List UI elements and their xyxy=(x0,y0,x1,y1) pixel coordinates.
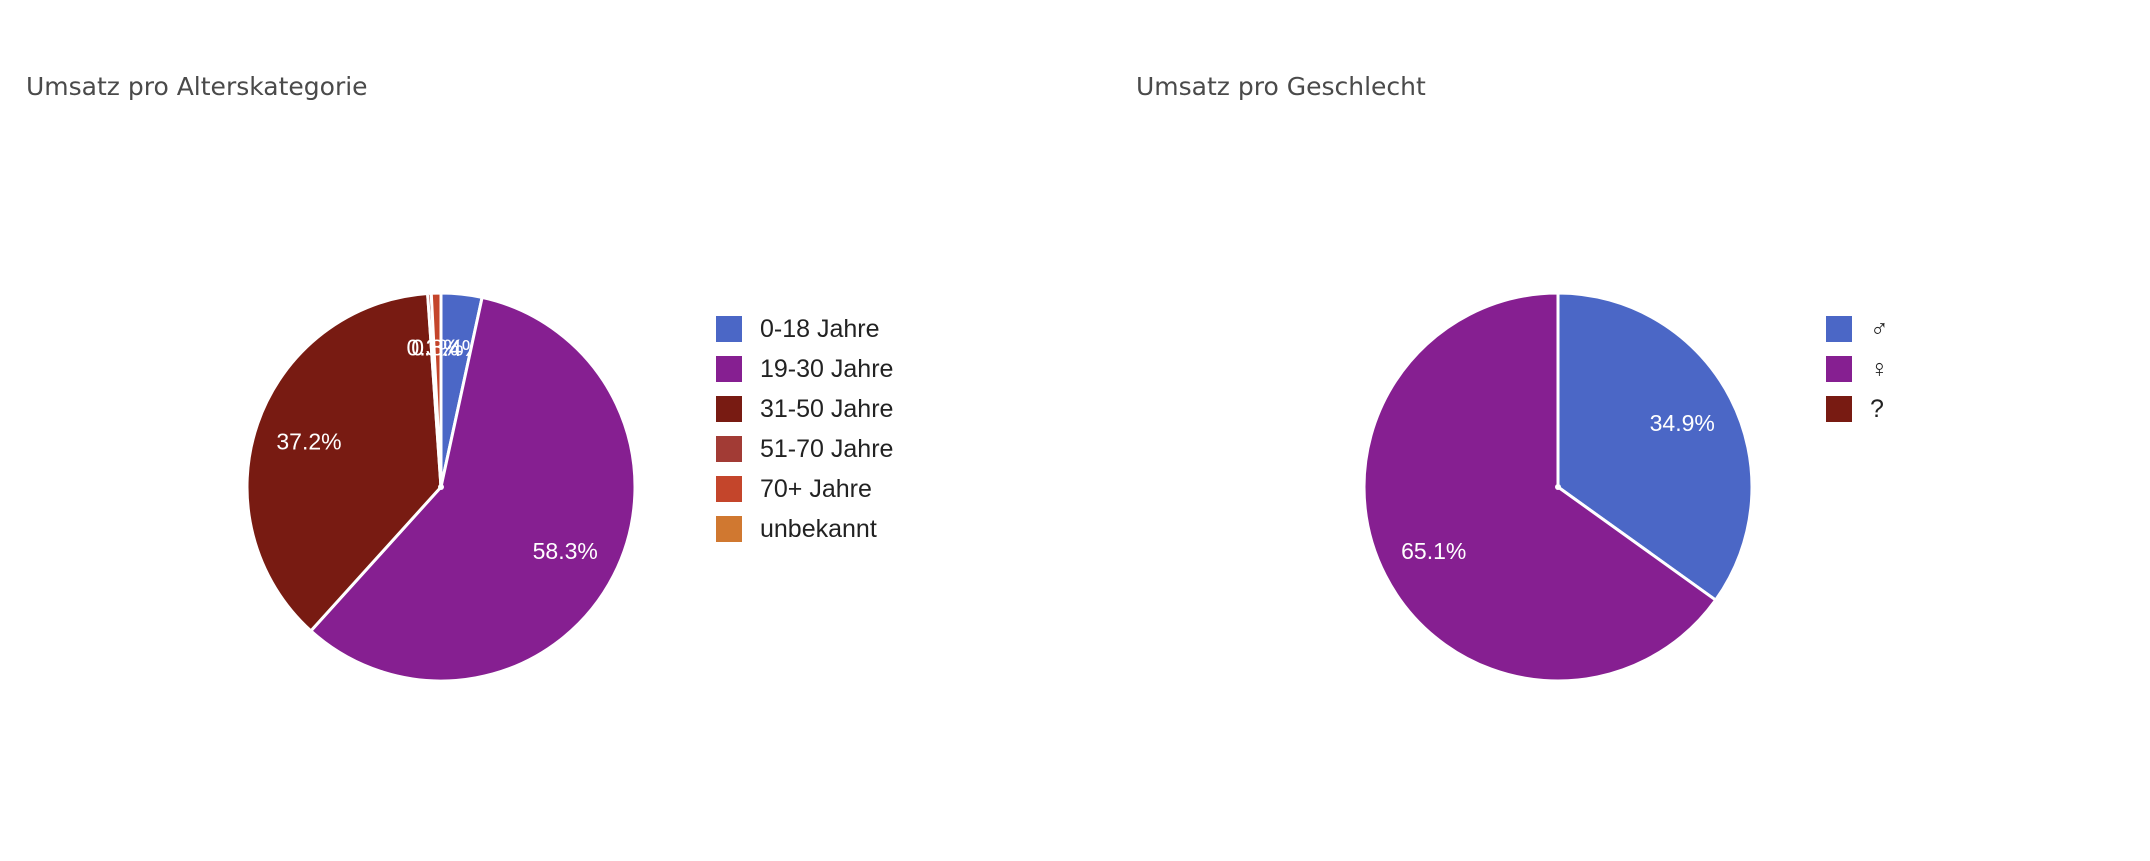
age-legend-item-31-50-jahre: 31-50 Jahre xyxy=(716,389,893,429)
age-chart-panel: Umsatz pro Alterskategorie 3.4% 58.3% 37.2… xyxy=(26,72,893,683)
age-legend-swatch-0-18-jahre xyxy=(716,316,742,342)
gender-legend-label-item-1: ♀ xyxy=(1870,354,1889,383)
age-slice-label-70-jahre: 0.8% xyxy=(411,334,463,360)
age-slice-70-jahre xyxy=(429,291,443,488)
gender-legend: ♂ ♀? xyxy=(1826,309,1889,429)
age-legend-item-70-jahre: 70+ Jahre xyxy=(716,469,893,509)
age-slice-31-50-jahre xyxy=(245,291,443,634)
gender-slice-label-item-0: 34.9% xyxy=(1650,410,1715,436)
age-legend-label-31-50-jahre: 31-50 Jahre xyxy=(760,394,894,423)
age-legend-item-19-30-jahre: 19-30 Jahre xyxy=(716,349,893,389)
gender-chart-panel: Umsatz pro Geschlecht 34.9% 65.1% ♂ ♀? xyxy=(1110,0,2150,861)
gender-legend-swatch-item-2 xyxy=(1826,396,1852,422)
age-legend-swatch-70-jahre xyxy=(716,476,742,502)
age-legend-swatch-unbekannt xyxy=(716,516,742,542)
gender-chart-title: Umsatz pro Geschlecht xyxy=(1136,72,1426,101)
gender-legend-item-item-1: ♀ xyxy=(1826,349,1889,389)
age-legend-label-70-jahre: 70+ Jahre xyxy=(760,474,872,503)
age-slice-label-31-50-jahre: 37.2% xyxy=(276,428,341,454)
gender-legend-label-item-2: ? xyxy=(1870,394,1884,423)
gender-slice-item-0 xyxy=(1556,291,1754,603)
age-legend-label-51-70-jahre: 51-70 Jahre xyxy=(760,434,894,463)
age-legend-item-51-70-jahre: 51-70 Jahre xyxy=(716,429,893,469)
age-center-dot xyxy=(438,484,444,490)
gender-legend-swatch-item-0 xyxy=(1826,316,1852,342)
age-legend: 0-18 Jahre 19-30 Jahre 31-50 Jahre 51-70 Ja… xyxy=(716,309,893,549)
age-legend-label-0-18-jahre: 0-18 Jahre xyxy=(760,314,880,343)
gender-slice-label-item-1: 65.1% xyxy=(1401,538,1466,564)
age-legend-item-0-18-jahre: 0-18 Jahre xyxy=(716,309,893,349)
age-pie-chart: 3.4%58.3%37.2%0.3%0.8% xyxy=(245,291,637,683)
age-legend-item-unbekannt: unbekannt xyxy=(716,509,893,549)
gender-legend-item-item-0: ♂ xyxy=(1826,309,1889,349)
age-legend-swatch-51-70-jahre xyxy=(716,436,742,462)
gender-slice-item-1 xyxy=(1362,291,1718,683)
age-slice-19-30-jahre xyxy=(308,295,637,683)
gender-center-dot xyxy=(1555,484,1561,490)
gender-pie-chart: 34.9% 65.1% xyxy=(1362,291,1754,683)
age-legend-swatch-31-50-jahre xyxy=(716,396,742,422)
age-legend-swatch-19-30-jahre xyxy=(716,356,742,382)
age-legend-label-19-30-jahre: 19-30 Jahre xyxy=(760,354,894,383)
age-chart-title: Umsatz pro Alterskategorie xyxy=(26,72,368,101)
age-legend-label-unbekannt: unbekannt xyxy=(760,514,877,543)
age-slice-label-19-30-jahre: 58.3% xyxy=(533,538,598,564)
gender-legend-item-item-2: ? xyxy=(1826,389,1889,429)
gender-legend-swatch-item-1 xyxy=(1826,356,1852,382)
gender-legend-label-item-0: ♂ xyxy=(1870,314,1889,343)
